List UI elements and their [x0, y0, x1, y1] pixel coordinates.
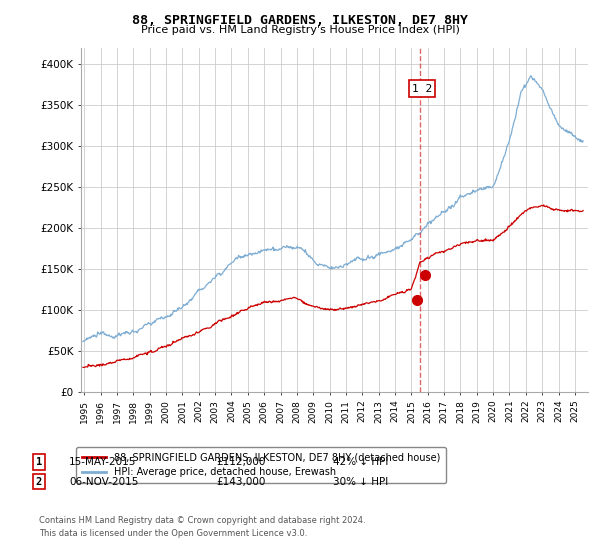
Text: 42% ↓ HPI: 42% ↓ HPI [333, 457, 388, 467]
Text: 88, SPRINGFIELD GARDENS, ILKESTON, DE7 8HY: 88, SPRINGFIELD GARDENS, ILKESTON, DE7 8… [132, 14, 468, 27]
Text: This data is licensed under the Open Government Licence v3.0.: This data is licensed under the Open Gov… [39, 529, 307, 538]
Text: 15-MAY-2015: 15-MAY-2015 [69, 457, 136, 467]
Text: 2: 2 [36, 477, 42, 487]
Legend: 88, SPRINGFIELD GARDENS, ILKESTON, DE7 8HY (detached house), HPI: Average price,: 88, SPRINGFIELD GARDENS, ILKESTON, DE7 8… [76, 447, 446, 483]
Text: Contains HM Land Registry data © Crown copyright and database right 2024.: Contains HM Land Registry data © Crown c… [39, 516, 365, 525]
Text: £112,000: £112,000 [216, 457, 265, 467]
Text: Price paid vs. HM Land Registry's House Price Index (HPI): Price paid vs. HM Land Registry's House … [140, 25, 460, 35]
Text: £143,000: £143,000 [216, 477, 265, 487]
Text: 06-NOV-2015: 06-NOV-2015 [69, 477, 139, 487]
Text: 30% ↓ HPI: 30% ↓ HPI [333, 477, 388, 487]
Text: 1 2: 1 2 [412, 83, 432, 94]
Text: 1: 1 [36, 457, 42, 467]
